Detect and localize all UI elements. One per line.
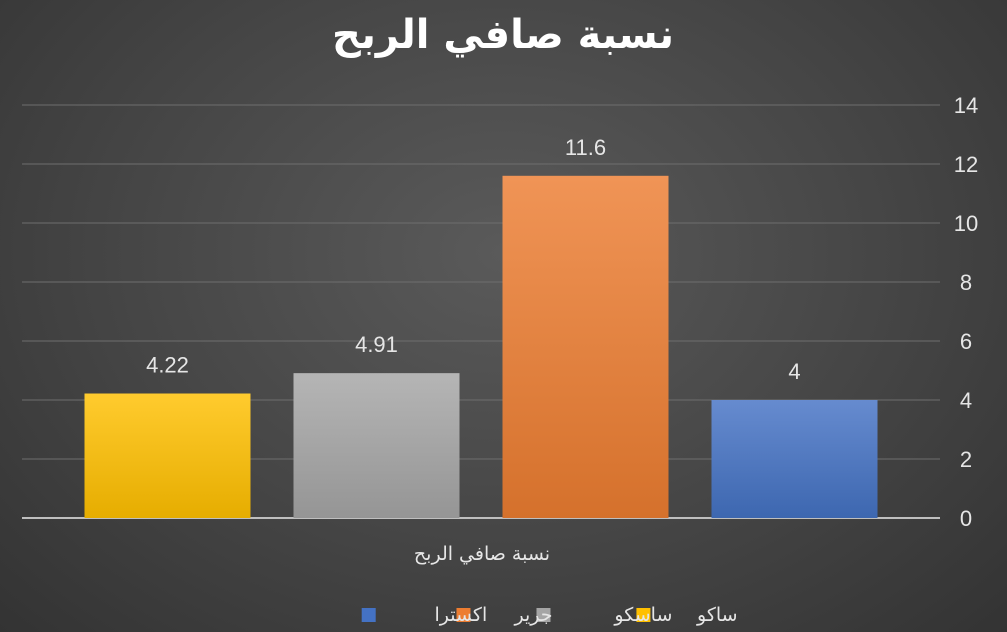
data-labels: 4.22 4.91 11.6 4 [146, 135, 801, 384]
y-tick-label: 6 [960, 329, 972, 354]
bar-2 [293, 373, 460, 518]
legend-swatch [361, 608, 376, 622]
data-label: 4.22 [146, 353, 189, 378]
bar-4 [711, 400, 878, 518]
y-tick-label: 2 [960, 447, 972, 472]
data-label: 4 [788, 359, 800, 384]
y-tick-label: 0 [960, 506, 972, 531]
y-tick-label: 4 [960, 388, 972, 413]
y-tick-label: 10 [954, 211, 978, 236]
legend-swatch [536, 608, 551, 622]
category-label: نسبة صافي الربح [414, 543, 550, 565]
y-tick-label: 14 [954, 93, 978, 118]
legend-swatch [456, 608, 471, 622]
legend-label: اكسترا [434, 604, 487, 626]
legend-swatch [636, 608, 651, 622]
bars [84, 175, 878, 519]
bar-1 [84, 393, 251, 518]
legend: ساكو ساسكو جرير اكسترا [361, 604, 738, 626]
y-axis-ticks: 0 2 4 6 8 10 12 14 [954, 93, 978, 531]
chart-title: نسبة صافي الربح [332, 12, 674, 58]
y-tick-label: 12 [954, 152, 978, 177]
y-tick-label: 8 [960, 270, 972, 295]
bar-3 [502, 175, 669, 519]
data-label: 11.6 [565, 135, 606, 160]
data-label: 4.91 [355, 332, 398, 357]
legend-label: ساسكو [613, 604, 672, 626]
legend-label: ساكو [696, 604, 738, 626]
legend-label: جرير [513, 604, 552, 626]
